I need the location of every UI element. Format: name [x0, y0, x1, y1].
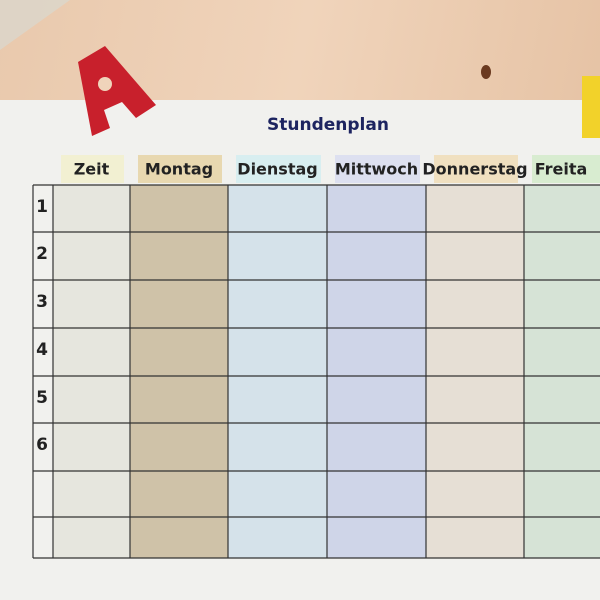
- header-box: [532, 155, 600, 183]
- title: Stundenplan: [267, 115, 389, 135]
- table: Zeit Montag Dienstag Mittwoch Donnerstag Frei…: [32, 155, 600, 559]
- row-label: 2: [36, 244, 48, 264]
- column-header: Mittwoch: [335, 160, 418, 179]
- wood-knot: [481, 65, 491, 79]
- column-fill: [53, 185, 130, 558]
- column-fill: [327, 185, 426, 558]
- row-label: 3: [36, 292, 48, 312]
- column-fill: [524, 185, 600, 558]
- row-label: 5: [36, 388, 48, 408]
- ruler: [0, 0, 70, 50]
- letter-shape: [78, 46, 156, 136]
- header-box: [335, 155, 420, 183]
- column-header: Dienstag: [237, 160, 317, 179]
- header-box: [61, 155, 124, 183]
- column-fill: [426, 185, 524, 558]
- column-header: Donnerstag: [422, 160, 527, 179]
- row-label: 6: [36, 435, 48, 455]
- column-header: Zeit: [74, 160, 110, 179]
- header-box: [138, 155, 222, 183]
- column-fill: [228, 185, 327, 558]
- column-header: Montag: [145, 160, 213, 179]
- row-label: 1: [36, 197, 48, 217]
- row-label: 4: [36, 340, 48, 360]
- label-column: [33, 185, 53, 558]
- column-header: Freita: [535, 160, 588, 179]
- header-box: [236, 155, 321, 183]
- column-fill: [130, 185, 228, 558]
- letter-hole: [98, 77, 112, 91]
- header-box: [434, 155, 518, 183]
- sticky-note: [582, 76, 600, 138]
